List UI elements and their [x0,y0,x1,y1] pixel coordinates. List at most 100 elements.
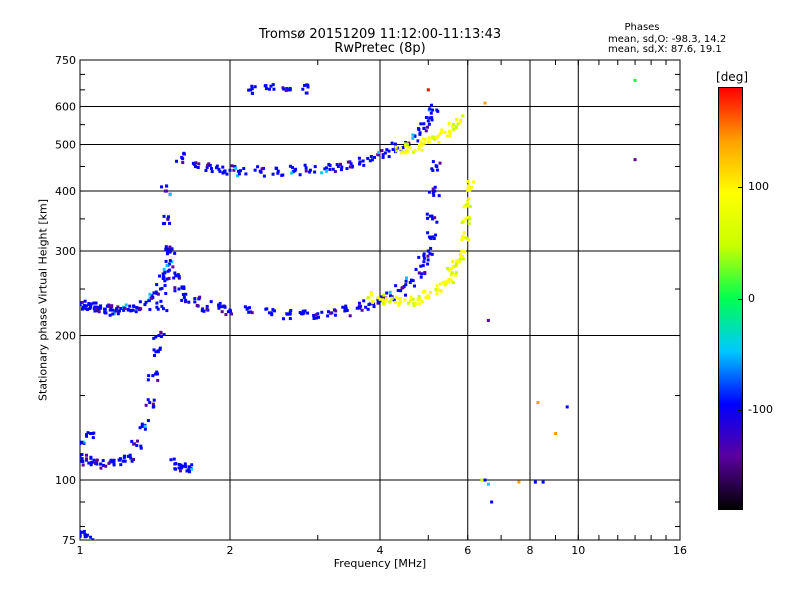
scatter-point [109,306,113,310]
scatter-point [161,275,165,279]
scatter-point [423,271,427,275]
scatter-point [139,444,143,448]
scatter-point [370,158,374,162]
scatter-point [159,330,163,334]
scatter-point [436,109,440,113]
scatter-point [168,259,172,263]
scatter-point [383,151,387,155]
scatter-point [458,257,462,261]
scatter-point [276,169,280,173]
scatter-point [148,296,152,300]
scatter-point [412,304,416,308]
scatter-point [188,470,192,474]
scatter-point [107,461,111,465]
scatter-point [155,301,159,305]
scatter-point [451,281,455,285]
scatter-point [155,291,159,295]
scatter-point [260,167,264,171]
scatter-point [431,235,435,239]
scatter-point [314,316,318,320]
scatter-point [144,403,148,407]
scatter-point [425,212,429,216]
scatter-point [397,296,401,300]
scatter-point [89,432,93,436]
scatter-point [84,433,88,437]
scatter-point [357,306,361,310]
scatter-point [126,454,130,458]
scatter-point [384,299,388,303]
scatter-point [123,459,127,463]
scatter-point [384,297,388,301]
scatter-point [163,279,167,283]
scatter-point [422,141,426,145]
scatter-point [324,166,328,170]
scatter-point [84,304,88,308]
scatter-point [85,533,89,537]
scatter-point [418,140,422,144]
scatter-point [429,237,433,241]
scatter-point [323,167,327,171]
scatter-point [382,299,386,303]
scatter-point [267,87,271,91]
y-tick-label: 750 [55,54,76,67]
scatter-point [87,461,91,465]
scatter-point [541,480,545,484]
scatter-point [397,303,401,307]
scatter-point [316,312,320,316]
scatter-point [173,289,177,293]
scatter-point [104,311,108,315]
scatter-point [462,231,466,235]
scatter-point [426,216,430,220]
scatter-point [221,165,225,169]
scatter-point [89,461,93,465]
scatter-point [394,284,398,288]
scatter-point [138,426,142,430]
scatter-point [468,204,472,208]
scatter-point [464,236,468,240]
scatter-point [431,168,435,172]
scatter-point [108,308,112,312]
scatter-point [89,305,93,309]
scatter-point [228,168,232,172]
scatter-point [161,307,165,311]
scatter-point [202,309,206,313]
scatter-point [422,122,426,126]
scatter-point [304,169,308,173]
scatter-point [156,307,160,311]
scatter-point [348,160,352,164]
scatter-point [428,116,432,120]
scatter-point [421,264,425,268]
scatter-point [393,142,397,146]
scatter-point [466,184,470,188]
scatter-point [454,271,458,275]
scatter-point [89,535,93,539]
scatter-point [165,264,169,268]
scatter-point [152,336,156,340]
scatter-point [285,87,289,91]
scatter-point [432,237,436,241]
scatter-point [84,307,88,311]
scatter-point [339,168,343,172]
scatter-point [80,457,84,461]
scatter-point [166,269,170,273]
scatter-point [155,370,159,374]
scatter-point [152,398,156,402]
scatter-point [233,164,237,168]
scatter-point [349,162,353,166]
scatter-point [205,304,209,308]
scatter-point [430,118,434,122]
scatter-point [180,466,184,470]
scatter-point [114,309,118,313]
scatter-point [95,462,99,466]
scatter-point [119,307,123,311]
scatter-point [99,466,103,470]
scatter-point [417,127,421,131]
scatter-point [259,170,263,174]
scatter-point [161,272,165,276]
scatter-point [81,460,85,464]
scatter-point [459,254,463,258]
scatter-point [92,307,96,311]
scatter-point [124,303,128,307]
scatter-point [187,300,191,304]
scatter-point [553,432,557,436]
